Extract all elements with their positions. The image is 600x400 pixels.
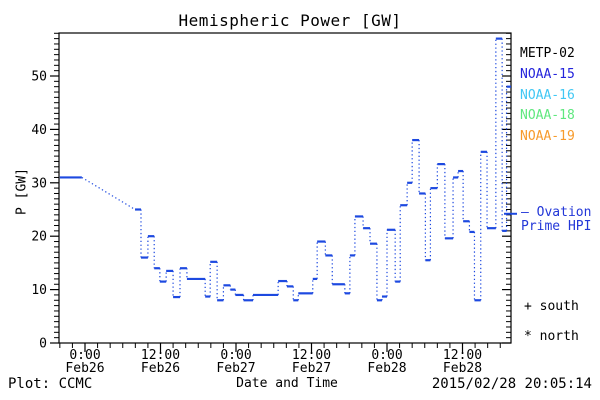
svg-text:0:00: 0:00 [371, 348, 402, 363]
plot-timestamp: 2015/02/28 20:05:14 [431, 376, 592, 392]
svg-text:12:00: 12:00 [141, 348, 180, 363]
y-axis-ticks: 0 10 20 30 40 50 [31, 32, 511, 352]
plot-frame [58, 32, 512, 344]
x-axis-title: Date and Time [236, 376, 338, 391]
hpi-dotted-connectors [81, 38, 508, 301]
svg-text:30: 30 [31, 176, 47, 191]
hpi-step-bars [59, 37, 511, 302]
svg-text:Feb28: Feb28 [443, 361, 482, 376]
ovation-label-line2: Prime HPI [521, 218, 592, 234]
svg-text:20: 20 [31, 230, 47, 245]
svg-text:12:00: 12:00 [443, 348, 482, 363]
plot-credit: Plot: CCMC [8, 376, 93, 392]
svg-text:Feb26: Feb26 [65, 361, 104, 376]
svg-text:Feb27: Feb27 [292, 361, 331, 376]
legend-item-metp02: METP-02 [520, 46, 575, 61]
svg-text:Feb26: Feb26 [141, 361, 180, 376]
svg-text:50: 50 [31, 70, 47, 85]
svg-text:Feb28: Feb28 [367, 361, 406, 376]
chart-title: Hemispheric Power [GW] [178, 11, 402, 30]
ovation-prime-hpi-label: — Ovation Prime HPI [521, 206, 591, 233]
legend-item-noaa18: NOAA-18 [520, 108, 575, 124]
svg-text:0:00: 0:00 [69, 348, 100, 363]
y-axis-label: P [GW] [14, 168, 30, 215]
svg-text:0:00: 0:00 [220, 348, 251, 363]
legend-item-noaa19: NOAA-19 [520, 129, 575, 145]
svg-text:0: 0 [39, 337, 47, 352]
svg-text:12:00: 12:00 [292, 348, 331, 363]
svg-text:10: 10 [31, 283, 47, 298]
legend-item-noaa15: NOAA-15 [520, 66, 575, 82]
south-marker-key: + south [524, 299, 579, 314]
legend-item-noaa16: NOAA-16 [520, 87, 575, 103]
ovation-label-line1: — Ovation [521, 205, 592, 220]
north-marker-key: * north [524, 329, 579, 344]
satellite-legend: METP-02 NOAA-15 NOAA-16 NOAA-18 NOAA-19 [520, 44, 575, 148]
svg-text:40: 40 [31, 123, 47, 138]
svg-text:Feb27: Feb27 [216, 361, 255, 376]
x-axis-ticks: 0:00Feb2612:00Feb260:00Feb2712:00Feb270:… [59, 343, 501, 376]
